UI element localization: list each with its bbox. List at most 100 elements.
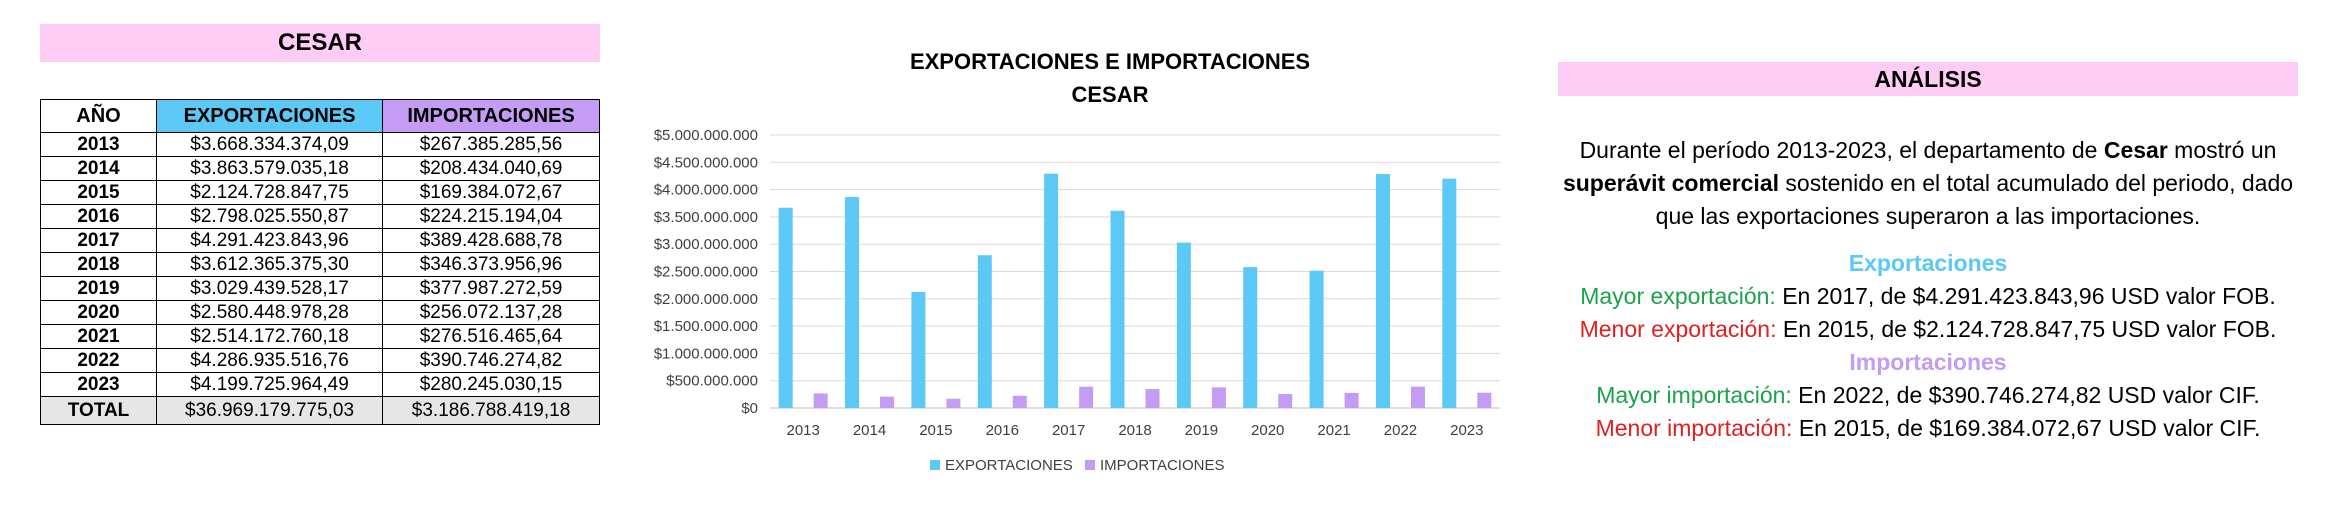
bar-chart: EXPORTACIONES E IMPORTACIONES CESAR $0 $500…: [654, 49, 1500, 474]
y-tick-label: $3.000.000.000: [654, 236, 758, 253]
y-tick-label: $0: [741, 400, 758, 417]
exports-section-title: Exportaciones: [1848, 250, 2008, 276]
bar-exportaciones: [1044, 173, 1059, 408]
year-cell: 2017: [39, 228, 158, 253]
table-row: 2023 $4.199.725.964,49 $280.245.030,15: [39, 372, 600, 397]
y-tick-label: $4.500.000.000: [654, 154, 758, 171]
total-imports-cell: $3.186.788.419,18: [382, 396, 600, 425]
imports-cell: $276.516.465,64: [382, 324, 600, 349]
analysis-line-3: que las exportaciones superaron a las im…: [1655, 203, 2201, 229]
bar-exportaciones: [1309, 270, 1324, 408]
analysis-text-part: mostró un: [2167, 137, 2277, 163]
table-title: CESAR: [40, 24, 600, 62]
imports-cell: $346.373.956,96: [382, 252, 600, 277]
legend-swatch: [1085, 460, 1095, 470]
total-exports-cell: $36.969.179.775,03: [156, 396, 384, 425]
imports-cell: $169.384.072,67: [382, 180, 600, 205]
y-tick-label: $500.000.000: [666, 373, 758, 390]
y-tick-label: $5.000.000.000: [654, 127, 758, 144]
imports-cell: $208.434.040,69: [382, 156, 600, 181]
y-tick-label: $2.500.000.000: [654, 264, 758, 281]
table-row: 2022 $4.286.935.516,76 $390.746.274,82: [39, 348, 600, 373]
table-total-row: TOTAL $36.969.179.775,03 $3.186.788.419,18: [39, 396, 600, 425]
exports-cell: $3.612.365.375,30: [156, 252, 384, 277]
exports-cell: $2.580.448.978,28: [156, 300, 384, 325]
bar-exportaciones: [1176, 242, 1191, 408]
data-table: AÑO EXPORTACIONES IMPORTACIONES 2013 $3.6…: [39, 99, 600, 425]
x-tick-label: 2020: [1251, 422, 1284, 439]
table-row: 2018 $3.612.365.375,30 $346.373.956,96: [39, 252, 600, 277]
chart-title: EXPORTACIONES E IMPORTACIONES: [910, 49, 1310, 74]
bar-exportaciones: [845, 197, 860, 408]
exports-cell: $4.286.935.516,76: [156, 348, 384, 373]
y-tick-label: $1.500.000.000: [654, 318, 758, 335]
analysis-text: Durante el período 2013-2023, el departa…: [1558, 134, 2298, 445]
year-cell: 2013: [39, 132, 158, 157]
table-row: 2020 $2.580.448.978,28 $256.072.137,28: [39, 300, 600, 325]
legend-label: IMPORTACIONES: [1100, 457, 1224, 474]
legend-label: EXPORTACIONES: [945, 457, 1073, 474]
table-row: 2014 $3.863.579.035,18 $208.434.040,69: [39, 156, 600, 181]
imports-cell: $280.245.030,15: [382, 372, 600, 397]
analysis-text-part: sostenido en el total acumulado del peri…: [1779, 170, 2294, 196]
y-tick-label: $3.500.000.000: [654, 209, 758, 226]
exports-min-text: En 2015, de $2.124.728.847,75 USD valor …: [1776, 316, 2277, 342]
exports-max-line: Mayor exportación: En 2017, de $4.291.42…: [1558, 280, 2298, 313]
x-tick-label: 2021: [1317, 422, 1350, 439]
analysis-text-part: Durante el período 2013-2023, el departa…: [1579, 137, 2104, 163]
bar-importaciones: [1477, 392, 1492, 408]
imports-min-text: En 2015, de $169.384.072,67 USD valor CI…: [1792, 415, 2261, 441]
bar-exportaciones: [1243, 267, 1258, 408]
table-header-row: AÑO EXPORTACIONES IMPORTACIONES: [39, 99, 600, 133]
exports-max-label: Mayor exportación:: [1580, 283, 1776, 309]
table-row: 2013 $3.668.334.374,09 $267.385.285,56: [39, 132, 600, 157]
column-header-imports: IMPORTACIONES: [382, 99, 600, 133]
bar-importaciones: [1344, 392, 1359, 408]
analysis-title: ANÁLISIS: [1558, 62, 2298, 96]
table-row: 2019 $3.029.439.528,17 $377.987.272,59: [39, 276, 600, 301]
year-cell: 2015: [39, 180, 158, 205]
exports-cell: $2.514.172.760,18: [156, 324, 384, 349]
imports-cell: $389.428.688,78: [382, 228, 600, 253]
imports-cell: $390.746.274,82: [382, 348, 600, 373]
bar-importaciones: [1410, 386, 1425, 408]
bar-importaciones: [946, 398, 961, 408]
total-label-cell: TOTAL: [39, 396, 158, 425]
y-tick-label: $2.000.000.000: [654, 291, 758, 308]
exports-min-line: Menor exportación: En 2015, de $2.124.72…: [1558, 313, 2298, 346]
analysis-line-1: Durante el período 2013-2023, el departa…: [1558, 134, 2298, 167]
year-cell: 2022: [39, 348, 158, 373]
table-row: 2016 $2.798.025.550,87 $224.215.194,04: [39, 204, 600, 229]
year-cell: 2018: [39, 252, 158, 277]
imports-max-text: En 2022, de $390.746.274,82 USD valor CI…: [1791, 382, 2260, 408]
x-tick-label: 2014: [853, 422, 886, 439]
imports-cell: $256.072.137,28: [382, 300, 600, 325]
x-tick-label: 2016: [986, 422, 1019, 439]
bar-importaciones: [1145, 389, 1160, 408]
table-row: 2015 $2.124.728.847,75 $169.384.072,67: [39, 180, 600, 205]
table-row: 2017 $4.291.423.843,96 $389.428.688,78: [39, 228, 600, 253]
bar-importaciones: [880, 396, 895, 408]
year-cell: 2023: [39, 372, 158, 397]
x-tick-label: 2022: [1384, 422, 1417, 439]
x-tick-label: 2023: [1450, 422, 1483, 439]
analysis-bold-surplus: superávit comercial: [1562, 170, 1780, 196]
exports-cell: $3.668.334.374,09: [156, 132, 384, 157]
exports-max-text: En 2017, de $4.291.423.843,96 USD valor …: [1775, 283, 2276, 309]
exports-cell: $4.199.725.964,49: [156, 372, 384, 397]
column-header-year: AÑO: [39, 99, 158, 133]
year-cell: 2014: [39, 156, 158, 181]
year-cell: 2020: [39, 300, 158, 325]
x-tick-label: 2019: [1185, 422, 1218, 439]
imports-min-label: Menor importación:: [1595, 415, 1793, 441]
x-tick-label: 2013: [786, 422, 819, 439]
exports-cell: $2.798.025.550,87: [156, 204, 384, 229]
bar-exportaciones: [911, 291, 926, 408]
bar-importaciones: [1079, 386, 1094, 408]
bar-importaciones: [813, 393, 828, 408]
exports-min-label: Menor exportación:: [1579, 316, 1777, 342]
y-tick-label: $4.000.000.000: [654, 182, 758, 199]
column-header-exports: EXPORTACIONES: [156, 99, 384, 133]
exports-cell: $2.124.728.847,75: [156, 180, 384, 205]
imports-section-title: Importaciones: [1849, 349, 2007, 375]
